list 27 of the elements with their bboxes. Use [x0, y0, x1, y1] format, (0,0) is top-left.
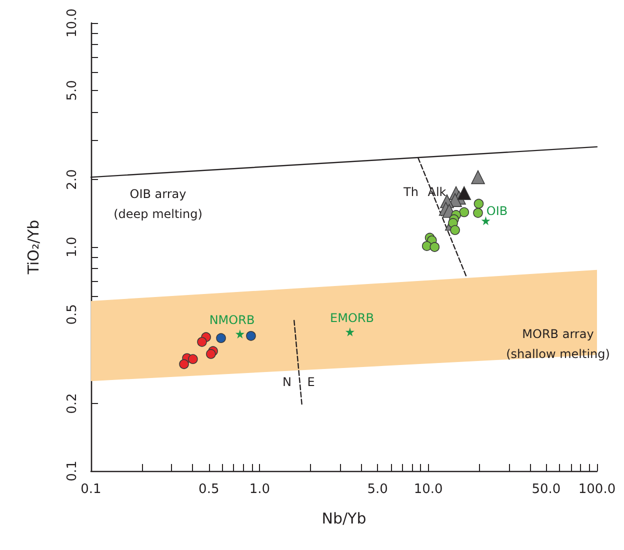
y-tick-label: 0.2	[65, 393, 80, 414]
x-axis-title: Nb/Yb	[322, 510, 366, 528]
annotation: E	[307, 375, 315, 389]
annotation: N	[282, 375, 292, 389]
x-tick-label: 0.1	[80, 482, 102, 497]
x-tick-label: 1.0	[249, 482, 270, 497]
y-tick-label: 10.0	[65, 8, 80, 38]
annotation: EMORB	[330, 311, 374, 325]
x-tick-label: 10.0	[414, 482, 443, 497]
annotation: (shallow melting)	[506, 347, 610, 361]
x-tick-label: 100.0	[578, 482, 616, 497]
y-tick-label: 0.5	[65, 304, 80, 325]
y-tick-label: 0.1	[65, 460, 80, 482]
y-axis-title: TiO₂/Yb	[24, 220, 42, 276]
annotation: OIB array	[130, 187, 186, 201]
y-tick-label: 1.0	[65, 236, 80, 258]
x-tick-label: 5.0	[367, 482, 388, 497]
x-tick-label: 0.5	[198, 482, 220, 497]
annotation: (deep melting)	[114, 207, 202, 221]
y-tick-label: 2.0	[65, 169, 80, 190]
annotation: Th	[402, 185, 418, 199]
annotation: NMORB	[209, 313, 255, 327]
x-tick-label: 50.0	[532, 482, 561, 497]
annotation: MORB array	[522, 327, 594, 341]
y-tick-label: 5.0	[65, 80, 80, 101]
annotation: Alk	[428, 185, 446, 199]
annotation: OIB	[486, 204, 508, 218]
